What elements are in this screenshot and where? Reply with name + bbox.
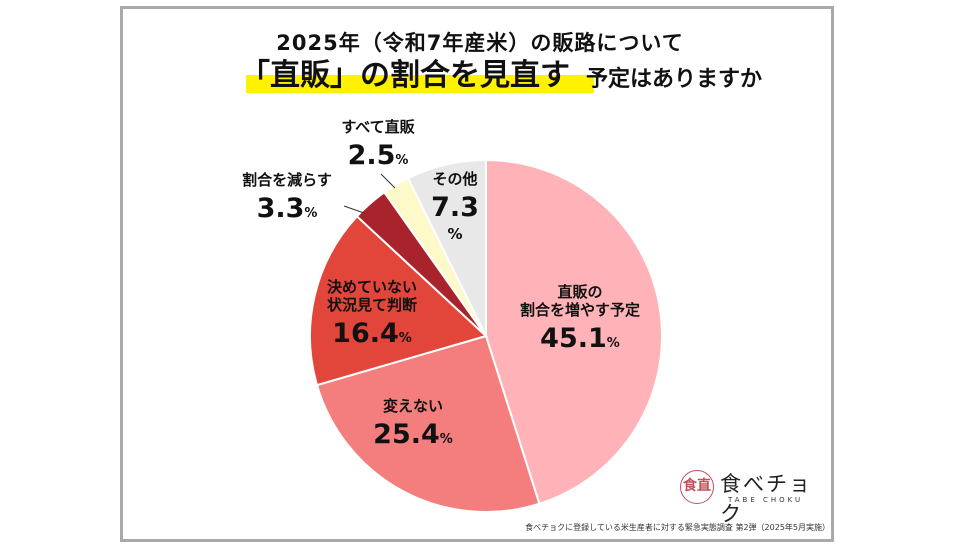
- chart-title-line2: 「直販」の割合を見直す 予定はありますか: [240, 58, 780, 98]
- slice-label: 決めていない 状況見て判断 16.4%: [302, 278, 442, 350]
- brand-logo: 食直 食べチョク TABE CHOKU: [680, 468, 830, 526]
- pie-slice: [315, 334, 541, 513]
- leader-line: [343, 205, 365, 214]
- chart-title-sub: 予定はありますか: [586, 67, 763, 92]
- slice-unit: %: [395, 153, 409, 168]
- slice-category: 変えない: [382, 397, 443, 415]
- slice-value: 25.4: [373, 419, 440, 450]
- slice-category: 割合を減らす: [242, 171, 332, 189]
- title-highlight: [246, 75, 594, 93]
- logo-name: 食べチョク: [720, 472, 812, 526]
- slice-unit: %: [439, 432, 453, 447]
- pie-slice: [485, 158, 663, 505]
- logo-mark: 食直: [680, 470, 714, 504]
- slice-value: 45.1: [540, 323, 607, 354]
- leader-line: [380, 173, 396, 189]
- slice-unit: %: [447, 225, 463, 244]
- pie-slice: [309, 214, 488, 387]
- logo-subtitle: TABE CHOKU: [728, 496, 804, 504]
- slice-label: その他 7.3%: [425, 170, 485, 244]
- slice-value: 3.3: [256, 193, 305, 224]
- slice-label: 割合を減らす 3.3%: [222, 171, 352, 225]
- chart-title-line1: 2025年（令和7年産米）の販路について: [276, 31, 684, 55]
- slice-category: 割合を増やす予定: [519, 301, 640, 319]
- slice-category: 状況見て判断: [326, 296, 417, 314]
- slice-unit: %: [606, 336, 620, 351]
- slice-label: すべて直販 2.5%: [318, 118, 438, 172]
- chart-title-main: 「直販」の割合を見直す: [240, 58, 570, 93]
- slice-value: 16.4: [332, 318, 399, 349]
- slice-value: 7.3: [431, 192, 479, 223]
- slice-unit: %: [398, 331, 412, 346]
- slice-category: その他: [432, 170, 478, 188]
- slice-category: すべて直販: [341, 118, 415, 136]
- slice-value: 2.5: [347, 140, 396, 171]
- slice-category: 直販の: [557, 283, 603, 301]
- pie-slice: [406, 158, 487, 337]
- source-footnote: 食べチョクに登録している米生産者に対する緊急実態調査 第2弾（2025年5月実施…: [525, 523, 830, 532]
- slice-category: 決めていない: [326, 278, 417, 296]
- slice-unit: %: [304, 206, 318, 221]
- slice-label: 変えない 25.4%: [353, 397, 473, 451]
- slice-label: 直販の 割合を増やす予定 45.1%: [505, 283, 655, 355]
